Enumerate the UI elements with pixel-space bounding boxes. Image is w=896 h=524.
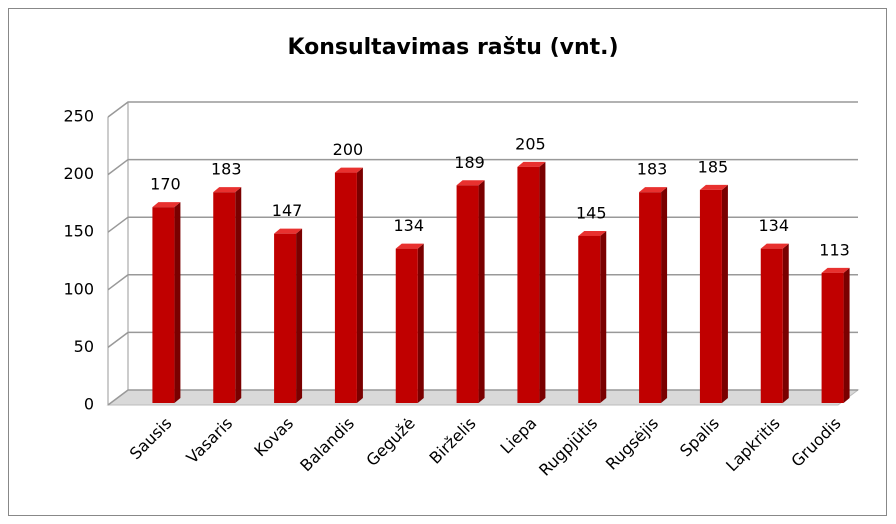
data-label: 147 <box>272 201 303 220</box>
bar-side <box>721 184 728 403</box>
data-label: 113 <box>819 240 850 259</box>
bar-side <box>478 180 485 403</box>
grid-line <box>107 158 858 176</box>
bar-top <box>517 161 546 167</box>
y-tick-label: 0 <box>84 395 94 414</box>
bar-top <box>760 243 789 249</box>
grid-line <box>107 216 858 233</box>
data-label: 170 <box>150 175 181 194</box>
bar-top <box>213 187 242 193</box>
grid-line <box>107 274 858 291</box>
chart-title: Konsultavimas raštu (vnt.) <box>287 35 618 60</box>
bar <box>821 272 844 403</box>
data-label: 200 <box>333 140 364 159</box>
bar-top <box>639 187 668 193</box>
bar <box>639 192 662 403</box>
y-tick-label: 200 <box>63 164 94 183</box>
bar-side <box>539 161 546 403</box>
data-label: 205 <box>515 134 546 153</box>
bar-side <box>296 228 303 403</box>
bar <box>213 192 236 403</box>
data-label: 145 <box>576 203 607 222</box>
bar-side <box>417 243 424 403</box>
data-label: 189 <box>454 153 485 172</box>
bar-top <box>456 180 485 186</box>
bar <box>395 248 418 403</box>
bar <box>517 166 540 403</box>
bar-side <box>843 267 850 403</box>
y-tick-label: 150 <box>63 222 94 241</box>
bar-side <box>356 167 363 403</box>
y-tick-label: 50 <box>74 337 94 356</box>
bar-top <box>395 243 424 249</box>
grid-line <box>107 331 858 348</box>
bar <box>456 185 479 403</box>
bar-top <box>578 230 607 236</box>
data-label: 183 <box>637 160 668 179</box>
grid-line <box>107 101 858 118</box>
bar <box>334 172 357 403</box>
bar-top <box>274 228 303 234</box>
bar <box>152 207 175 403</box>
bar <box>760 248 783 403</box>
data-label: 134 <box>393 216 424 235</box>
bar-top <box>152 202 181 208</box>
data-label: 185 <box>698 157 729 176</box>
bar-top <box>334 167 363 173</box>
bar <box>274 233 297 403</box>
data-label: 134 <box>758 216 789 235</box>
bar-side <box>174 202 181 403</box>
bar-side <box>235 187 242 403</box>
bar <box>578 235 601 403</box>
bar-top <box>821 267 850 273</box>
y-tick-label: 250 <box>63 107 94 126</box>
bar-side <box>600 230 607 403</box>
data-label: 183 <box>211 160 242 179</box>
bar-side <box>782 243 789 403</box>
bar <box>699 189 722 403</box>
grid-line <box>107 389 858 406</box>
bar-side <box>661 187 668 403</box>
bar-top <box>699 184 728 190</box>
y-tick-label: 100 <box>63 279 94 298</box>
